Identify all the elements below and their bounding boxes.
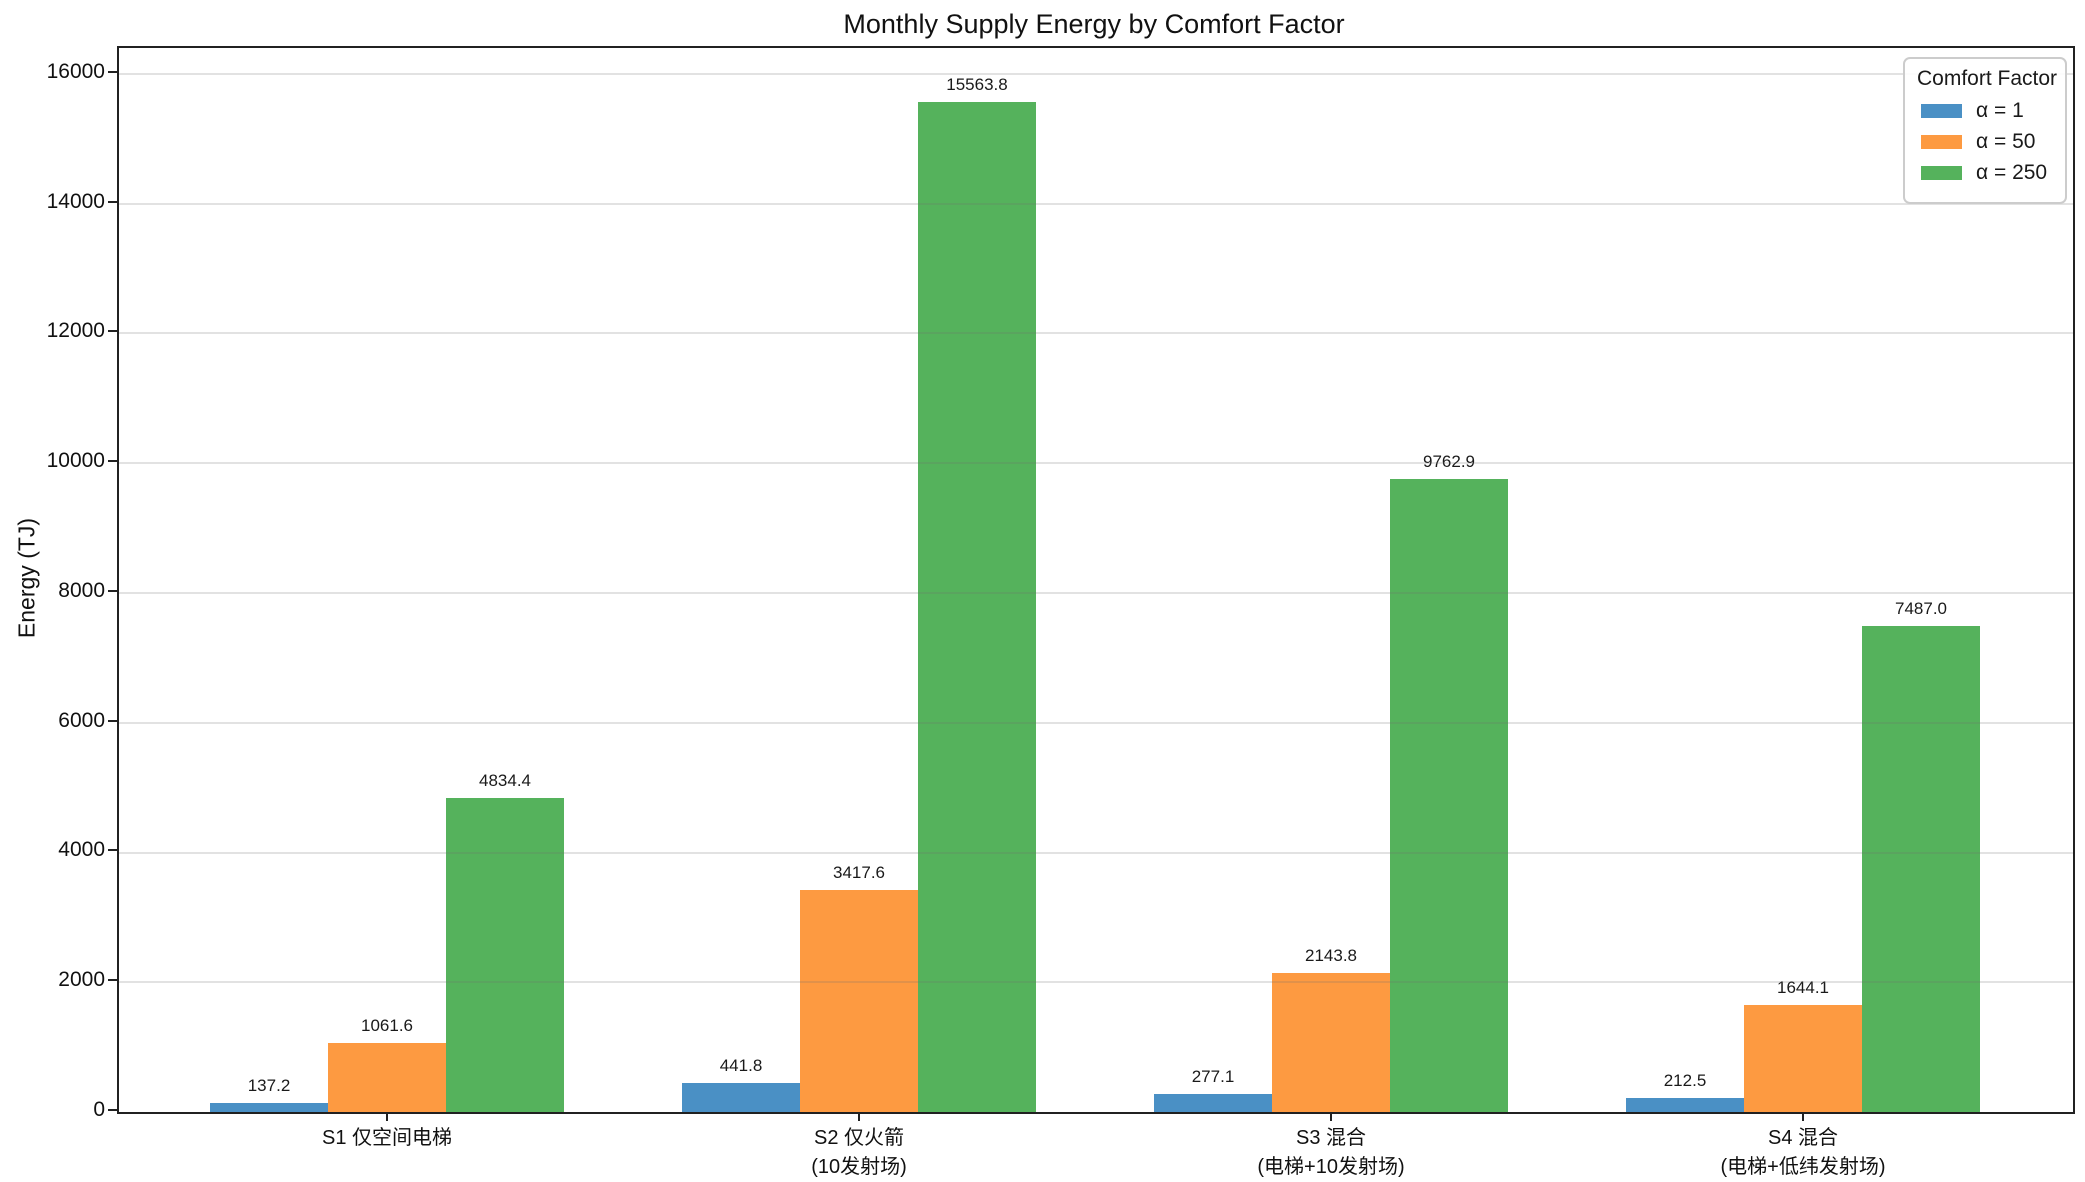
bar-series1-cat1	[210, 1103, 328, 1112]
xtick-label-line: S2 仅火箭	[813, 1127, 905, 1149]
legend-entry-label: α = 1	[1976, 99, 2024, 122]
gridline-y14000	[119, 202, 2073, 205]
gridline-y4000	[119, 851, 2073, 854]
ytick-label: 2000	[58, 968, 105, 992]
bar-value-label: 441.8	[719, 1056, 763, 1076]
bar-series2-cat4	[1744, 1005, 1862, 1112]
bar-series1-cat3	[1154, 1094, 1272, 1112]
bar-series3-cat3	[1390, 478, 1508, 1112]
legend-swatch-icon	[1921, 104, 1962, 118]
legend-entry-label: α = 50	[1976, 130, 2036, 153]
bar-value-label: 1061.6	[361, 1016, 413, 1036]
legend-swatch-icon	[1921, 135, 1962, 149]
xtick-label-line: (10发射场)	[811, 1156, 907, 1178]
legend-entry-1: α = 1	[1921, 99, 2053, 123]
xtick-label-line: S1 仅空间电梯	[321, 1127, 453, 1149]
bar-value-label: 15563.8	[946, 75, 1008, 95]
bar-value-label: 137.2	[247, 1076, 291, 1096]
xtick-label-cat3: S3 混合 (电梯+10发射场)	[1257, 1124, 1404, 1182]
plot-area: 137.2 441.8 277.1 212.5 1061.6 3417.6 2143.8 16…	[117, 46, 2075, 1114]
ytick-label: 10000	[46, 449, 105, 473]
bar-series1-cat2	[682, 1083, 800, 1112]
xtick-label-line: S3 混合	[1295, 1127, 1367, 1149]
xtick-label-cat2: S2 仅火箭 (10发射场)	[811, 1124, 907, 1182]
xtick-label-line: S4 混合	[1767, 1127, 1839, 1149]
ytick-mark	[108, 330, 117, 333]
bar-value-label: 277.1	[1191, 1067, 1235, 1087]
legend-entry-3: α = 250	[1921, 161, 2053, 185]
gridline-y8000	[119, 591, 2073, 594]
ytick-mark	[108, 719, 117, 722]
ytick-mark	[108, 1109, 117, 1111]
gridline-y16000	[119, 72, 2073, 75]
bar-series2-cat1	[328, 1043, 446, 1112]
ytick-mark	[108, 460, 117, 463]
ytick-mark	[108, 589, 117, 592]
bar-series2-cat3	[1272, 972, 1390, 1112]
legend: Comfort Factor α = 1 α = 50 α = 250	[1903, 57, 2067, 204]
ytick-mark	[108, 849, 117, 852]
gridline-y10000	[119, 462, 2073, 465]
bar-series3-cat2	[918, 102, 1036, 1112]
legend-swatch-icon	[1921, 166, 1962, 180]
legend-entry-label: α = 250	[1976, 161, 2048, 184]
legend-entry-2: α = 50	[1921, 130, 2053, 154]
bar-value-label: 7487.0	[1895, 599, 1947, 619]
ytick-label: 8000	[58, 578, 105, 602]
xtick-label-line: (电梯+10发射场)	[1257, 1156, 1405, 1178]
legend-entries: α = 1 α = 50 α = 250	[1917, 99, 2053, 185]
ytick-label: 6000	[58, 708, 105, 732]
xtick-mark	[1330, 1112, 1332, 1121]
gridline-y12000	[119, 332, 2073, 335]
ytick-mark	[108, 979, 117, 982]
chart-title: Monthly Supply Energy by Comfort Factor	[843, 9, 1345, 39]
ytick-mark	[108, 200, 117, 203]
bar-value-label: 212.5	[1663, 1071, 1707, 1091]
ytick-label: 12000	[46, 319, 105, 343]
gridline-y6000	[119, 721, 2073, 724]
ytick-label: 0	[93, 1098, 105, 1121]
ytick-label: 4000	[58, 838, 105, 862]
ytick-mark	[108, 70, 117, 73]
xtick-mark	[858, 1112, 860, 1121]
bar-value-label: 3417.6	[833, 863, 885, 883]
bar-value-label: 4834.4	[479, 771, 531, 791]
bar-series1-cat4	[1626, 1098, 1744, 1112]
bar-value-label: 2143.8	[1305, 945, 1357, 965]
ytick-label: 14000	[46, 189, 105, 213]
xtick-label-cat1: S1 仅空间电梯	[322, 1124, 452, 1153]
bar-series3-cat4	[1862, 626, 1980, 1112]
ytick-label: 16000	[46, 59, 105, 83]
xtick-mark	[1802, 1112, 1804, 1121]
xtick-label-line: (电梯+低纬发射场)	[1720, 1156, 1886, 1178]
bar-value-label: 9762.9	[1423, 451, 1475, 471]
bar-value-label: 1644.1	[1777, 978, 1829, 998]
xtick-label-cat4: S4 混合 (电梯+低纬发射场)	[1721, 1124, 1886, 1182]
legend-title: Comfort Factor	[1917, 67, 2058, 90]
xtick-mark	[386, 1112, 388, 1121]
bar-series3-cat1	[446, 798, 564, 1112]
bar-series2-cat2	[800, 890, 918, 1112]
